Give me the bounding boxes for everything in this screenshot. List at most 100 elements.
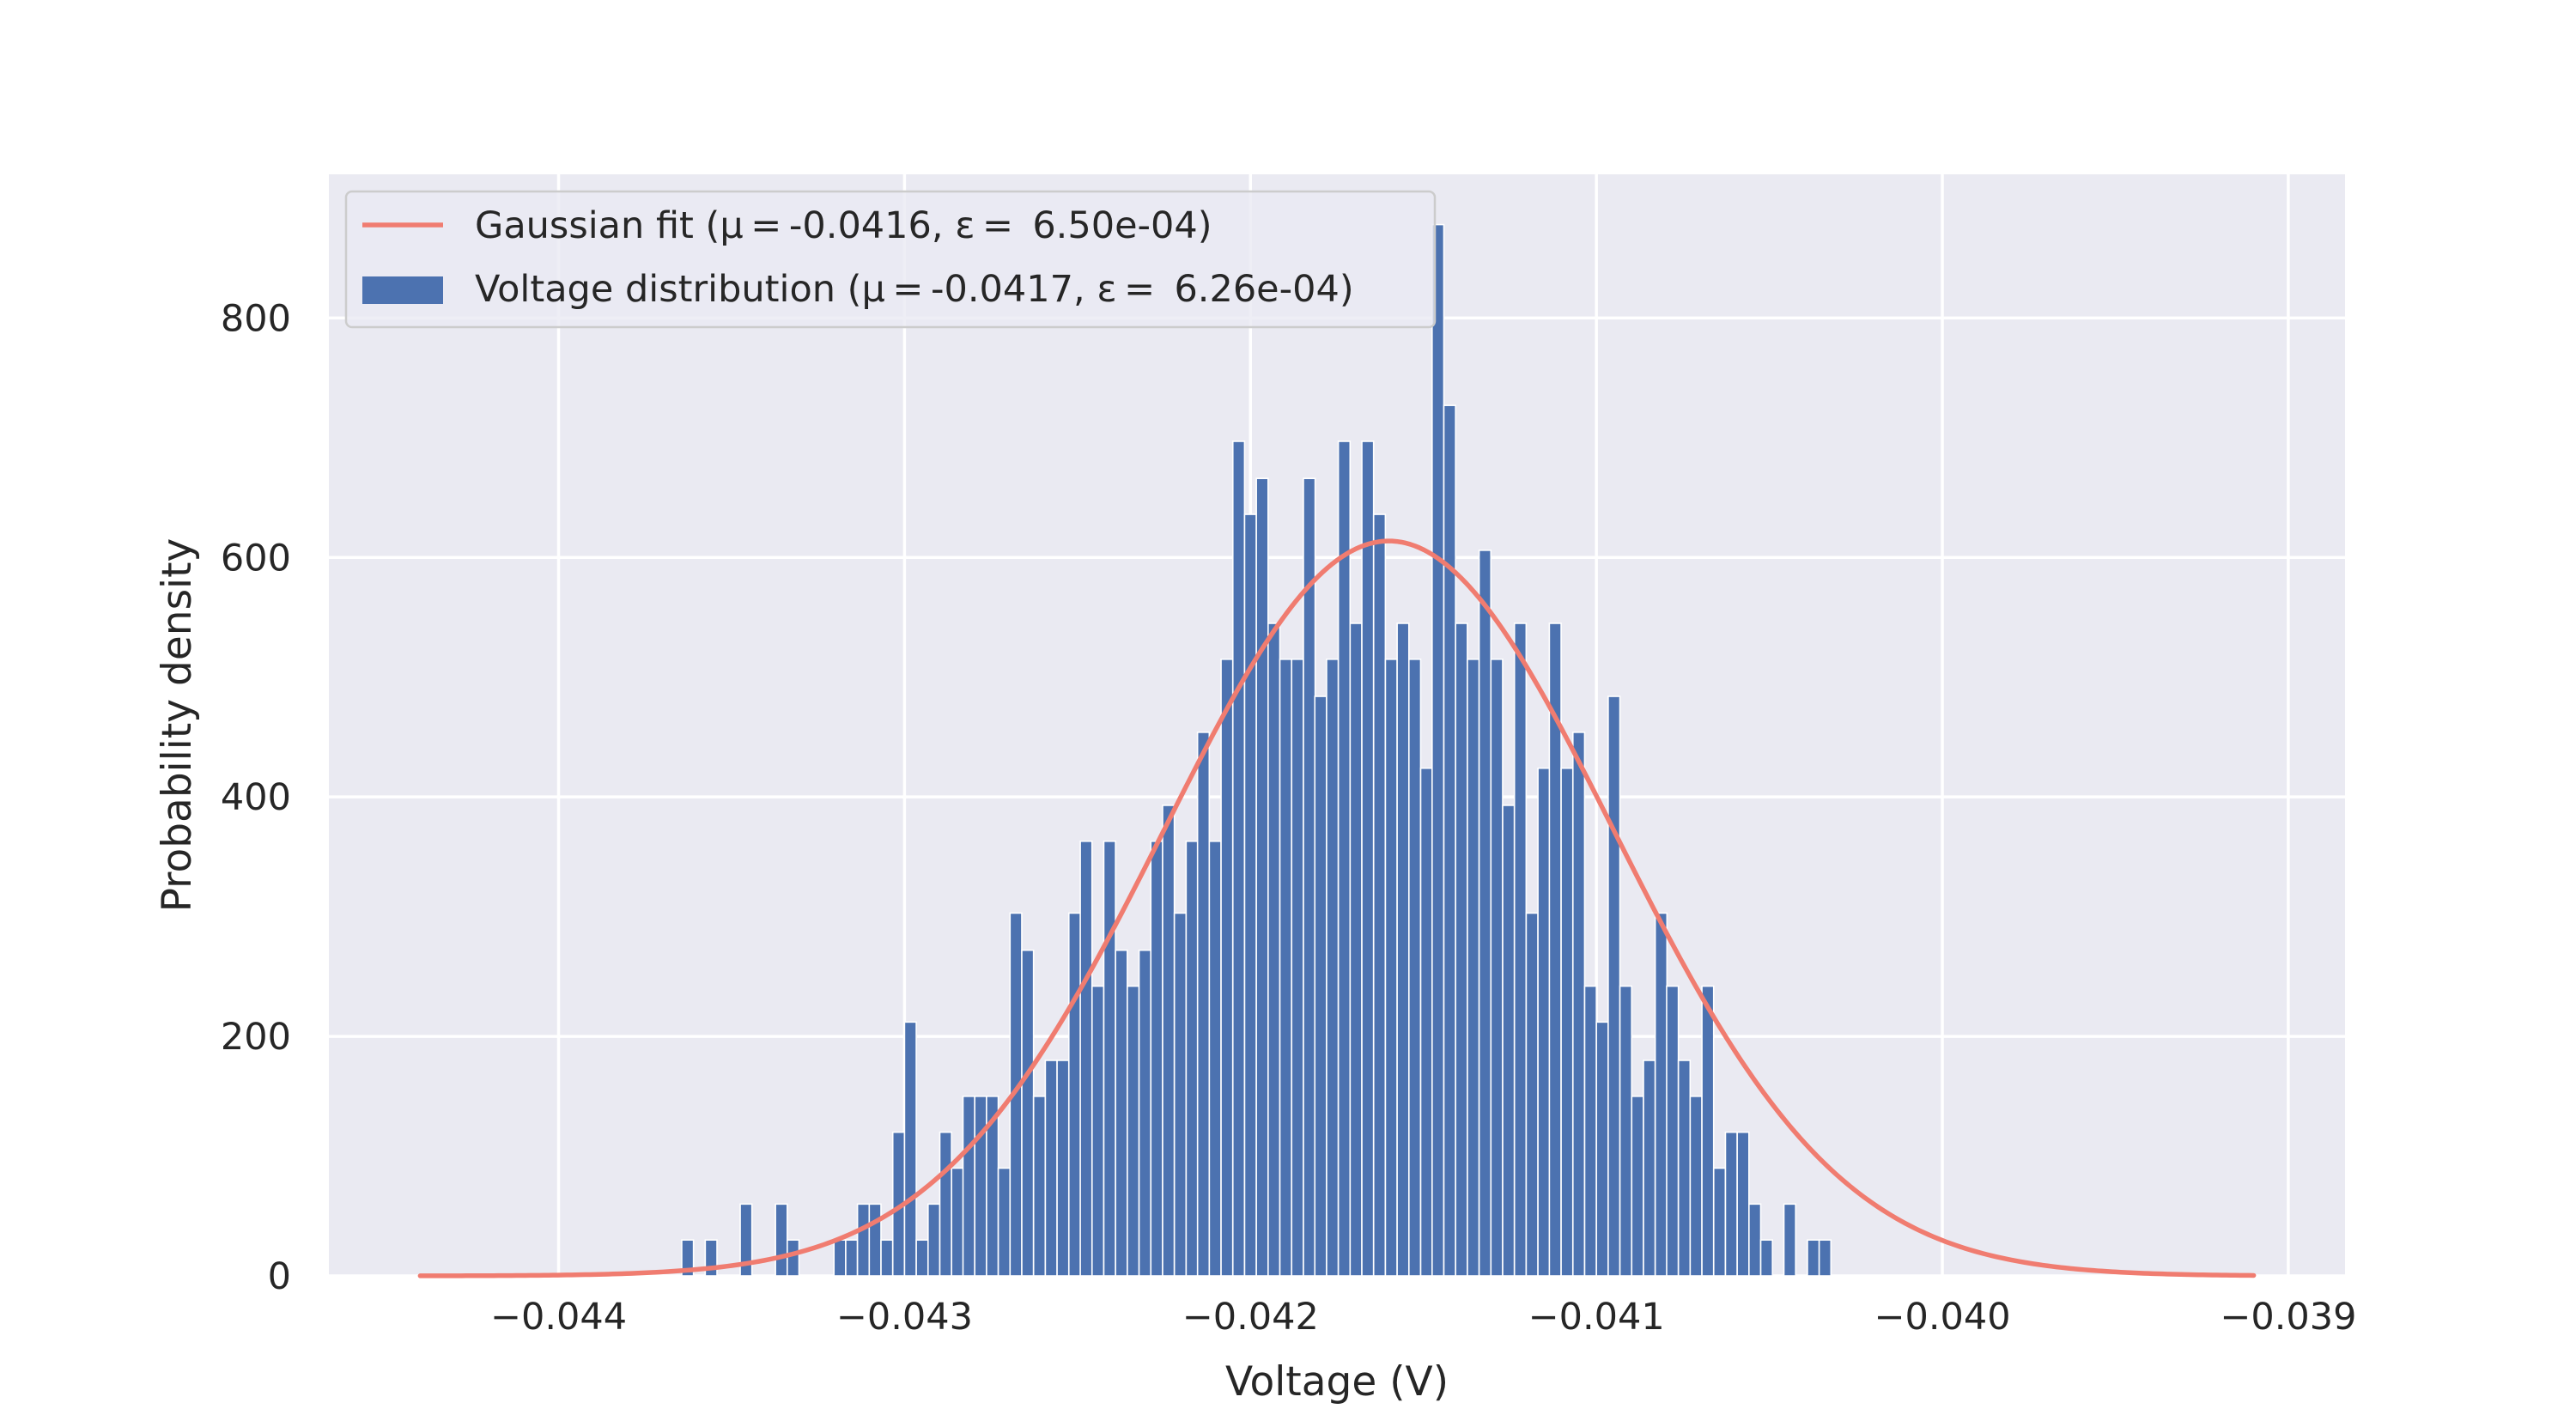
- histogram-bar: [845, 1239, 859, 1277]
- histogram-bar: [1103, 840, 1116, 1277]
- histogram-bar: [1701, 985, 1715, 1277]
- y-tick-label: 400: [221, 776, 291, 819]
- histogram-bar: [1643, 1060, 1656, 1277]
- histogram-bar: [1243, 513, 1257, 1277]
- histogram-bar: [1595, 1021, 1609, 1277]
- histogram-bar: [833, 1239, 847, 1277]
- legend-bar-swatch: [362, 276, 443, 304]
- histogram-bar: [1361, 440, 1375, 1277]
- histogram-bar: [939, 1131, 952, 1277]
- histogram-bar: [1525, 912, 1539, 1277]
- histogram-bar: [997, 1167, 1012, 1277]
- histogram-bar: [1384, 658, 1398, 1277]
- histogram-bar: [739, 1203, 753, 1277]
- histogram-bar: [1783, 1203, 1797, 1277]
- histogram-bar: [974, 1096, 987, 1277]
- histogram-bar: [1431, 223, 1445, 1277]
- x-tick-label: −0.042: [1182, 1296, 1319, 1339]
- x-tick-labels: −0.044 −0.043 −0.042 −0.041 −0.040 −0.039: [490, 1296, 2357, 1339]
- histogram-bar: [1231, 440, 1246, 1277]
- histogram-bar: [1677, 1060, 1692, 1277]
- histogram-bar: [1537, 767, 1551, 1277]
- legend-entry-voltage-distribution: Voltage distribution (μ = -0.0417, ε = 6…: [475, 268, 1354, 311]
- x-tick-label: −0.043: [836, 1296, 973, 1339]
- histogram-bar: [1607, 695, 1621, 1277]
- histogram-bar: [1571, 732, 1586, 1277]
- y-tick-label: 600: [221, 537, 291, 580]
- histogram-bar: [1736, 1131, 1750, 1277]
- histogram-bar: [856, 1203, 871, 1277]
- histogram-bar: [927, 1203, 941, 1277]
- histogram-bar: [1490, 658, 1504, 1277]
- histogram-bar: [1807, 1239, 1820, 1277]
- histogram-bar: [1631, 1096, 1644, 1277]
- histogram-bar: [1408, 658, 1422, 1277]
- histogram-bar: [1220, 658, 1234, 1277]
- y-tick-label: 200: [221, 1016, 291, 1059]
- x-axis-label: Voltage (V): [1225, 1358, 1449, 1406]
- histogram-bar: [1127, 985, 1140, 1277]
- histogram-bar: [1724, 1131, 1738, 1277]
- histogram-bar: [1502, 805, 1516, 1277]
- histogram-bar: [1583, 985, 1597, 1277]
- histogram-bar: [1478, 550, 1492, 1277]
- histogram-bar: [1279, 658, 1293, 1277]
- histogram-bar: [1091, 985, 1105, 1277]
- histogram-bar: [1314, 695, 1327, 1277]
- histogram-bar: [1337, 440, 1352, 1277]
- histogram-bar: [903, 1021, 917, 1277]
- histogram-bar: [1654, 912, 1668, 1277]
- histogram-bar: [1303, 477, 1316, 1277]
- histogram-bar: [1759, 1239, 1774, 1277]
- legend: Gaussian fit (μ = -0.0416, ε = 6.50e-04)…: [344, 190, 1437, 329]
- x-tick-label: −0.040: [1874, 1296, 2010, 1339]
- histogram-bar: [1208, 840, 1222, 1277]
- histogram-bar: [962, 1096, 975, 1277]
- y-axis-label: Probability density: [154, 538, 201, 913]
- histogram-bar: [681, 1239, 695, 1277]
- histogram-bar: [1689, 1096, 1703, 1277]
- histogram-bar: [1044, 1060, 1058, 1277]
- histogram-bar: [1560, 767, 1574, 1277]
- histogram-bar: [915, 1239, 929, 1277]
- histogram-bar: [1349, 622, 1363, 1277]
- histogram-bar: [1185, 840, 1199, 1277]
- histogram-bars: [681, 223, 1832, 1277]
- histogram-bar: [1032, 1096, 1047, 1277]
- histogram-bar: [1748, 1203, 1762, 1277]
- x-tick-label: −0.044: [490, 1296, 627, 1339]
- histogram-bar: [1372, 513, 1387, 1277]
- histogram-bar: [1666, 985, 1680, 1277]
- histogram-bar: [1712, 1167, 1727, 1277]
- x-tick-label: −0.039: [2220, 1296, 2356, 1339]
- histogram-bar: [1196, 732, 1211, 1277]
- histogram-bar: [868, 1203, 882, 1277]
- histogram-bar: [1173, 912, 1188, 1277]
- y-tick-label: 0: [268, 1255, 291, 1298]
- histogram-bar: [1079, 840, 1093, 1277]
- histogram-bar: [787, 1239, 800, 1277]
- legend-frame: [344, 190, 1437, 329]
- histogram-bar: [1443, 404, 1456, 1277]
- histogram-bar: [951, 1167, 964, 1277]
- y-tick-labels: 0 200 400 600 800: [221, 297, 291, 1298]
- histogram-bar: [1138, 949, 1152, 1277]
- histogram-bar: [1115, 949, 1128, 1277]
- histogram-bar: [1291, 658, 1304, 1277]
- histogram-bar: [1455, 622, 1468, 1277]
- histogram-bar: [1326, 658, 1340, 1277]
- histogram-bar: [1021, 949, 1035, 1277]
- histogram-bar: [775, 1203, 788, 1277]
- legend-entry-gaussian-fit: Gaussian fit (μ = -0.0416, ε = 6.50e-04): [475, 204, 1212, 247]
- histogram-bar: [880, 1239, 894, 1277]
- histogram-bar: [1067, 912, 1082, 1277]
- histogram-bar: [1396, 622, 1410, 1277]
- histogram-bar: [1056, 1060, 1070, 1277]
- histogram-bar: [1619, 985, 1633, 1277]
- histogram-bar: [1255, 477, 1269, 1277]
- histogram-bar: [1467, 658, 1480, 1277]
- gaussian-fit-curve: [417, 538, 2257, 1278]
- histogram-bar: [1162, 805, 1176, 1277]
